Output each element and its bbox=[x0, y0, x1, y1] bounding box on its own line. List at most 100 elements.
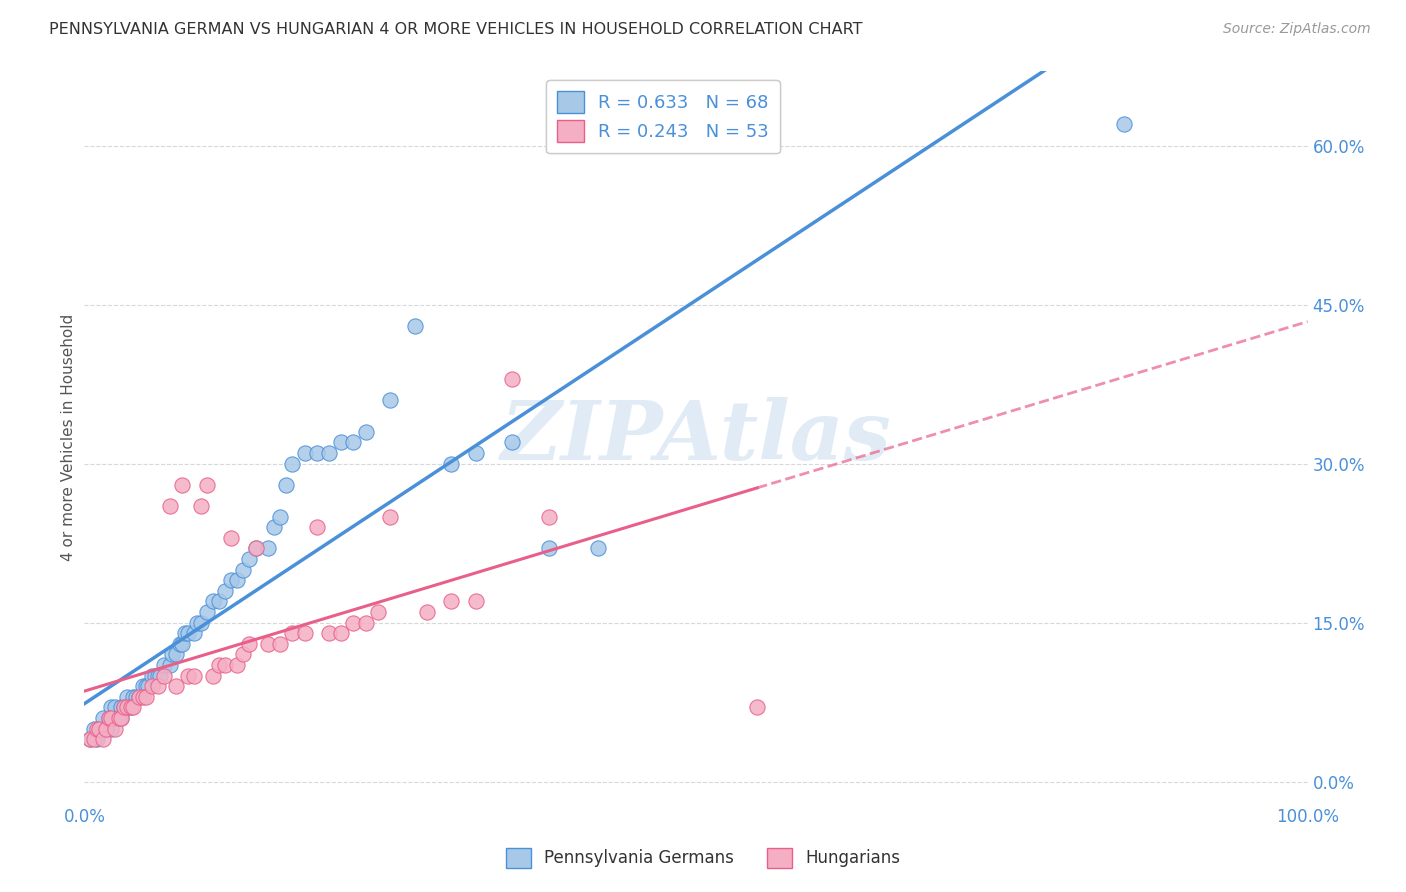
Point bbox=[354, 615, 377, 630]
Point bbox=[747, 700, 769, 714]
Point bbox=[502, 372, 524, 386]
Point bbox=[110, 700, 132, 714]
Point bbox=[201, 594, 224, 608]
Point bbox=[219, 573, 242, 587]
Point bbox=[257, 541, 280, 556]
Point bbox=[276, 477, 298, 491]
Point bbox=[104, 722, 127, 736]
Point bbox=[190, 615, 212, 630]
Point bbox=[305, 520, 328, 534]
Point bbox=[115, 690, 138, 704]
Text: PENNSYLVANIA GERMAN VS HUNGARIAN 4 OR MORE VEHICLES IN HOUSEHOLD CORRELATION CHA: PENNSYLVANIA GERMAN VS HUNGARIAN 4 OR MO… bbox=[49, 22, 863, 37]
Point bbox=[83, 732, 105, 747]
Point bbox=[257, 637, 280, 651]
Point bbox=[91, 722, 114, 736]
Point bbox=[245, 541, 267, 556]
Point bbox=[125, 690, 148, 704]
Point bbox=[153, 668, 176, 682]
Point bbox=[104, 700, 127, 714]
Point bbox=[159, 499, 181, 513]
Point bbox=[177, 668, 200, 682]
Point bbox=[87, 722, 110, 736]
Text: Source: ZipAtlas.com: Source: ZipAtlas.com bbox=[1223, 22, 1371, 37]
Point bbox=[238, 637, 260, 651]
Point bbox=[115, 700, 138, 714]
Point bbox=[195, 605, 218, 619]
Point bbox=[136, 679, 159, 693]
Point bbox=[269, 637, 291, 651]
Point bbox=[208, 658, 231, 673]
Point bbox=[318, 626, 340, 640]
Point bbox=[86, 732, 108, 747]
Point bbox=[159, 658, 181, 673]
Y-axis label: 4 or more Vehicles in Household: 4 or more Vehicles in Household bbox=[60, 313, 76, 561]
Point bbox=[342, 435, 364, 450]
Point bbox=[128, 690, 150, 704]
Point bbox=[367, 605, 389, 619]
Point bbox=[91, 711, 114, 725]
Point bbox=[294, 626, 316, 640]
Point bbox=[172, 637, 194, 651]
Point bbox=[146, 679, 169, 693]
Point bbox=[538, 509, 561, 524]
Point bbox=[440, 457, 463, 471]
Point bbox=[294, 446, 316, 460]
Point bbox=[208, 594, 231, 608]
Point bbox=[238, 552, 260, 566]
Point bbox=[440, 594, 463, 608]
Point bbox=[120, 700, 142, 714]
Point bbox=[122, 700, 145, 714]
Point bbox=[177, 626, 200, 640]
Point bbox=[146, 668, 169, 682]
Point bbox=[120, 700, 142, 714]
Point bbox=[135, 690, 157, 704]
Point bbox=[232, 648, 254, 662]
Point bbox=[226, 573, 249, 587]
Point bbox=[165, 679, 187, 693]
Point bbox=[97, 711, 120, 725]
Point bbox=[183, 626, 205, 640]
Point bbox=[1114, 117, 1136, 131]
Point bbox=[281, 626, 304, 640]
Point bbox=[165, 648, 187, 662]
Point bbox=[96, 722, 118, 736]
Point bbox=[330, 626, 353, 640]
Point bbox=[79, 732, 101, 747]
Point bbox=[416, 605, 439, 619]
Point bbox=[190, 499, 212, 513]
Point bbox=[464, 594, 486, 608]
Point bbox=[464, 446, 486, 460]
Legend: Pennsylvania Germans, Hungarians: Pennsylvania Germans, Hungarians bbox=[499, 841, 907, 875]
Point bbox=[245, 541, 267, 556]
Point bbox=[219, 531, 242, 545]
Point bbox=[100, 700, 122, 714]
Point bbox=[269, 509, 291, 524]
Point bbox=[153, 658, 176, 673]
Point bbox=[172, 477, 194, 491]
Point bbox=[112, 700, 135, 714]
Point bbox=[281, 457, 304, 471]
Point bbox=[186, 615, 208, 630]
Point bbox=[162, 648, 184, 662]
Point bbox=[226, 658, 249, 673]
Point bbox=[141, 679, 163, 693]
Point bbox=[97, 711, 120, 725]
Point bbox=[100, 711, 122, 725]
Point bbox=[107, 711, 129, 725]
Point bbox=[305, 446, 328, 460]
Point bbox=[128, 690, 150, 704]
Point bbox=[214, 658, 236, 673]
Point bbox=[112, 700, 135, 714]
Point bbox=[83, 722, 105, 736]
Point bbox=[404, 318, 426, 333]
Point bbox=[214, 583, 236, 598]
Point bbox=[87, 722, 110, 736]
Point bbox=[132, 690, 155, 704]
Point bbox=[141, 668, 163, 682]
Point bbox=[115, 700, 138, 714]
Point bbox=[318, 446, 340, 460]
Point bbox=[183, 668, 205, 682]
Point bbox=[104, 711, 127, 725]
Point bbox=[195, 477, 218, 491]
Point bbox=[173, 626, 195, 640]
